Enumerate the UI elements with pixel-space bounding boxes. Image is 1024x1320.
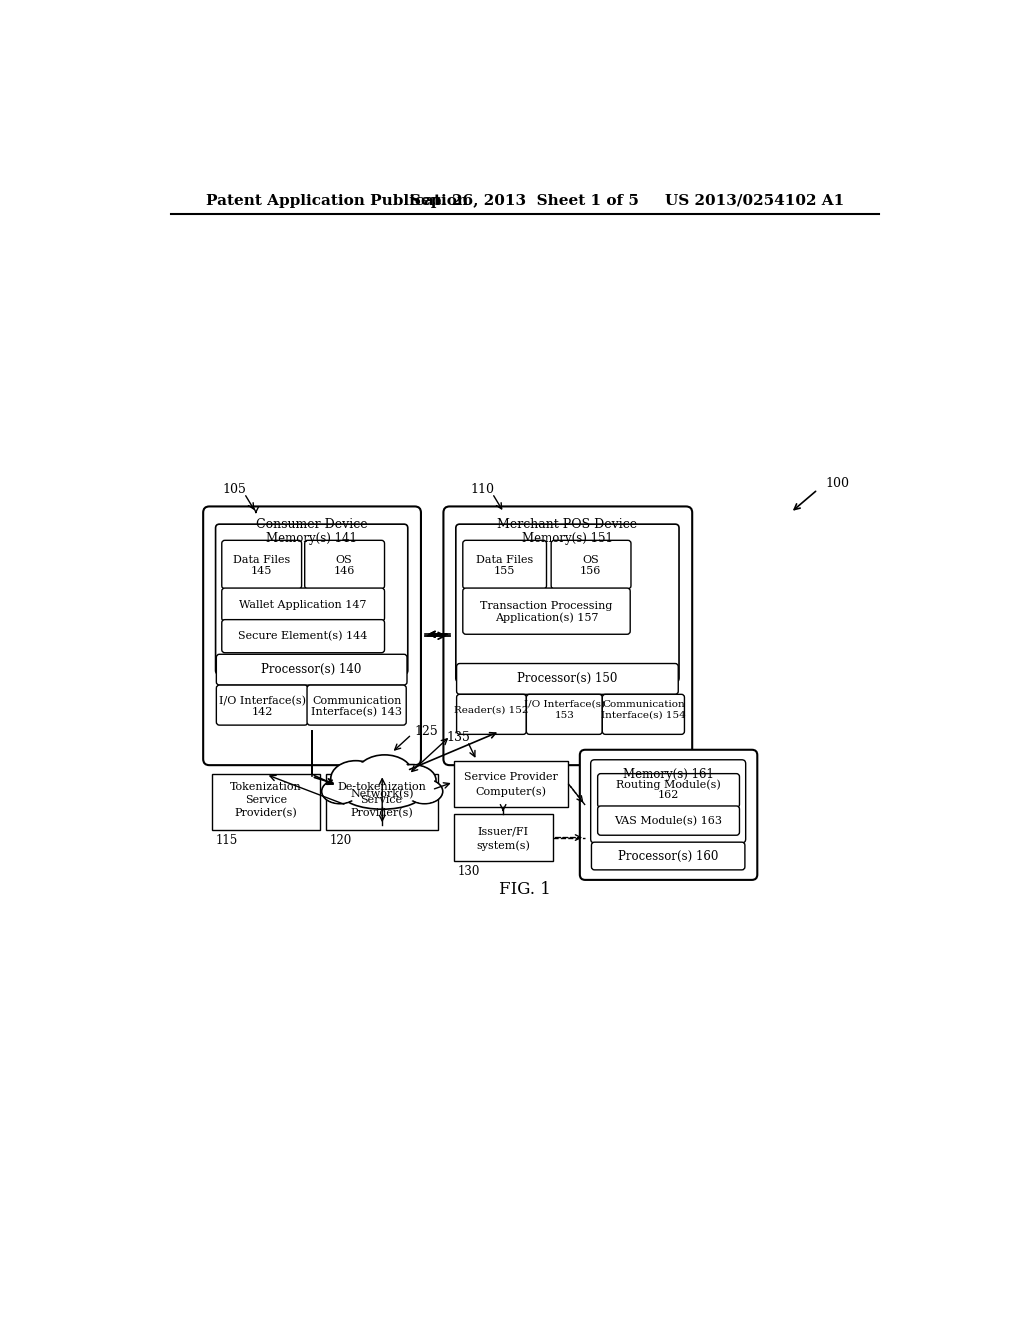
Bar xyxy=(454,760,568,807)
Ellipse shape xyxy=(331,760,381,796)
FancyBboxPatch shape xyxy=(216,655,407,685)
Ellipse shape xyxy=(407,779,442,804)
Text: Data Files: Data Files xyxy=(232,554,290,565)
Text: 130: 130 xyxy=(458,865,480,878)
Ellipse shape xyxy=(356,755,413,792)
Text: 162: 162 xyxy=(657,791,679,800)
Text: Processor(s) 150: Processor(s) 150 xyxy=(517,672,617,685)
FancyBboxPatch shape xyxy=(222,619,385,653)
Text: I/O Interface(s): I/O Interface(s) xyxy=(523,700,605,709)
FancyBboxPatch shape xyxy=(551,540,631,589)
FancyBboxPatch shape xyxy=(591,760,745,843)
Text: Patent Application Publication: Patent Application Publication xyxy=(206,194,468,207)
Text: Provider(s): Provider(s) xyxy=(350,808,413,818)
FancyBboxPatch shape xyxy=(457,694,526,734)
FancyBboxPatch shape xyxy=(307,685,407,725)
Text: system(s): system(s) xyxy=(476,840,530,850)
Text: Consumer Device: Consumer Device xyxy=(256,519,368,532)
Ellipse shape xyxy=(323,780,356,803)
Text: Secure Element(s) 144: Secure Element(s) 144 xyxy=(239,631,368,642)
Text: FIG. 1: FIG. 1 xyxy=(499,882,551,899)
Text: Memory(s) 161: Memory(s) 161 xyxy=(623,768,714,781)
Text: 100: 100 xyxy=(825,477,850,490)
Text: 156: 156 xyxy=(580,566,601,576)
FancyBboxPatch shape xyxy=(222,589,385,622)
Text: Tokenization: Tokenization xyxy=(230,781,302,792)
Text: Transaction Processing: Transaction Processing xyxy=(480,601,612,611)
Ellipse shape xyxy=(333,762,379,795)
Text: US 2013/0254102 A1: US 2013/0254102 A1 xyxy=(665,194,844,207)
Ellipse shape xyxy=(322,779,358,804)
FancyBboxPatch shape xyxy=(305,540,385,589)
FancyBboxPatch shape xyxy=(463,589,630,635)
Text: Computer(s): Computer(s) xyxy=(475,785,547,797)
Text: I/O Interface(s): I/O Interface(s) xyxy=(218,696,305,706)
Text: 142: 142 xyxy=(251,708,272,717)
Text: Service: Service xyxy=(245,795,287,805)
Ellipse shape xyxy=(341,777,423,809)
Text: OS: OS xyxy=(583,554,599,565)
Text: De-tokenization: De-tokenization xyxy=(337,781,426,792)
Text: Merchant POS Device: Merchant POS Device xyxy=(498,519,638,532)
Text: Routing Module(s): Routing Module(s) xyxy=(615,779,721,789)
Text: Interface(s) 154: Interface(s) 154 xyxy=(601,710,686,719)
Text: Interface(s) 143: Interface(s) 143 xyxy=(311,708,402,717)
Text: 145: 145 xyxy=(251,566,272,576)
Text: 135: 135 xyxy=(446,731,471,744)
Text: Issuer/FI: Issuer/FI xyxy=(477,826,528,837)
FancyBboxPatch shape xyxy=(456,524,679,682)
Text: 105: 105 xyxy=(222,483,247,496)
Text: Processor(s) 160: Processor(s) 160 xyxy=(618,850,719,862)
Text: 146: 146 xyxy=(334,566,355,576)
Text: Service: Service xyxy=(360,795,402,805)
Text: Sep. 26, 2013  Sheet 1 of 5: Sep. 26, 2013 Sheet 1 of 5 xyxy=(411,194,639,207)
FancyBboxPatch shape xyxy=(580,750,758,880)
Ellipse shape xyxy=(346,779,418,807)
Ellipse shape xyxy=(388,764,436,796)
FancyBboxPatch shape xyxy=(216,524,408,675)
FancyBboxPatch shape xyxy=(463,540,547,589)
Text: VAS Module(s) 163: VAS Module(s) 163 xyxy=(614,816,722,826)
FancyBboxPatch shape xyxy=(526,694,602,734)
FancyBboxPatch shape xyxy=(222,540,302,589)
Text: Communication: Communication xyxy=(312,696,401,706)
FancyBboxPatch shape xyxy=(598,807,739,836)
Text: 155: 155 xyxy=(494,566,515,576)
Text: 115: 115 xyxy=(216,834,238,847)
Text: 120: 120 xyxy=(330,834,352,847)
Text: Wallet Application 147: Wallet Application 147 xyxy=(240,601,367,610)
FancyBboxPatch shape xyxy=(216,685,308,725)
FancyBboxPatch shape xyxy=(443,507,692,766)
FancyBboxPatch shape xyxy=(598,774,739,808)
Text: Service Provider: Service Provider xyxy=(464,772,558,783)
FancyBboxPatch shape xyxy=(203,507,421,766)
Bar xyxy=(454,814,553,861)
Text: 125: 125 xyxy=(415,725,438,738)
Bar xyxy=(326,775,438,830)
Ellipse shape xyxy=(358,756,411,791)
Text: Memory(s) 141: Memory(s) 141 xyxy=(266,532,357,545)
Text: Communication: Communication xyxy=(602,700,685,709)
Text: Reader(s) 152: Reader(s) 152 xyxy=(455,706,528,715)
Text: OS: OS xyxy=(336,554,352,565)
Text: 153: 153 xyxy=(554,710,574,719)
Text: Data Files: Data Files xyxy=(476,554,534,565)
Ellipse shape xyxy=(390,766,434,795)
Text: Provider(s): Provider(s) xyxy=(234,808,297,818)
Text: Memory(s) 151: Memory(s) 151 xyxy=(522,532,612,545)
Text: Network(s): Network(s) xyxy=(350,788,414,799)
FancyBboxPatch shape xyxy=(457,664,678,694)
Text: Processor(s) 140: Processor(s) 140 xyxy=(261,663,361,676)
Ellipse shape xyxy=(408,780,441,803)
FancyBboxPatch shape xyxy=(592,842,744,870)
FancyBboxPatch shape xyxy=(602,694,684,734)
Text: Application(s) 157: Application(s) 157 xyxy=(495,612,598,623)
Bar xyxy=(212,775,321,830)
Text: 110: 110 xyxy=(471,483,495,496)
